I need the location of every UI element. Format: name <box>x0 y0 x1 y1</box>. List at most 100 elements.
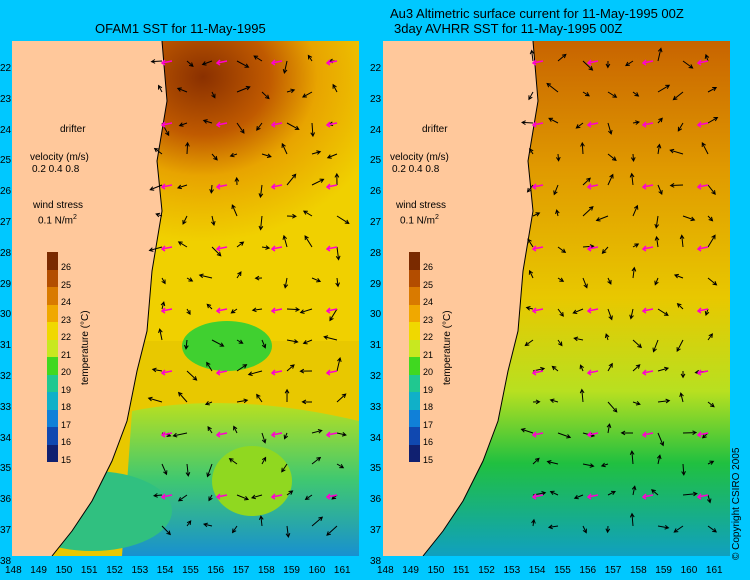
wind-stress-arrow <box>696 59 709 66</box>
current-arrow <box>153 147 163 155</box>
current-arrow <box>253 55 263 62</box>
current-arrow <box>676 302 684 310</box>
wind-title-right: wind stress <box>396 200 447 211</box>
drifter-label-left: drifter <box>60 124 86 135</box>
current-arrow <box>682 215 696 222</box>
colorbar-tick-label: 22 <box>61 332 72 342</box>
colorbar-swatch <box>47 409 58 427</box>
current-arrow <box>323 335 338 341</box>
latitude-label: 38 <box>370 555 382 567</box>
longitude-label: 160 <box>680 565 698 576</box>
latitude-label: 30 <box>0 309 12 321</box>
current-arrow <box>281 142 288 155</box>
current-arrow <box>182 215 188 225</box>
current-arrow <box>176 87 188 93</box>
colorbar-tick-label: 25 <box>423 279 434 290</box>
current-arrow <box>548 117 559 124</box>
longitude-label: 160 <box>308 565 326 576</box>
current-arrow <box>547 524 559 530</box>
colorbar-tick-label: 24 <box>423 297 434 307</box>
current-arrow <box>551 365 559 372</box>
wind-stress-arrow <box>696 369 709 376</box>
current-arrow <box>629 512 635 527</box>
wind-stress-arrow <box>160 59 173 66</box>
latitude-label: 34 <box>0 432 12 444</box>
current-arrow <box>526 184 534 193</box>
colorbar-swatch <box>47 252 58 270</box>
current-arrow <box>236 339 244 344</box>
wind-stress-arrow <box>215 369 228 376</box>
colorbar-tick-label: 26 <box>61 262 72 272</box>
colorbar-tick-label: 17 <box>61 419 72 430</box>
wind-stress-arrow <box>641 369 654 376</box>
wind-stress-arrow <box>641 431 654 438</box>
current-arrow <box>682 430 698 436</box>
wind-stress-arrow <box>641 245 654 252</box>
current-arrow <box>185 141 190 155</box>
colorbar-tick-label: 24 <box>61 297 72 307</box>
current-arrow <box>707 525 718 533</box>
current-arrow <box>529 148 534 155</box>
wind-stress-arrow <box>641 183 654 190</box>
wind-stress-arrow <box>160 245 173 252</box>
current-arrow <box>557 432 572 439</box>
latitude-label: 28 <box>0 247 12 259</box>
latitude-label: 29 <box>370 278 382 290</box>
current-arrow <box>669 148 684 155</box>
longitude-label: 157 <box>232 565 250 576</box>
longitude-label: 158 <box>258 565 275 576</box>
colorbar-tick-label: 17 <box>423 419 434 430</box>
current-arrow <box>206 463 213 478</box>
current-arrow <box>676 339 684 353</box>
current-arrow <box>656 143 662 155</box>
current-arrow <box>707 460 715 465</box>
colorbar-swatch <box>47 444 58 462</box>
right-avhrr-map[interactable] <box>383 41 730 556</box>
current-arrow <box>630 153 636 162</box>
current-arrow <box>202 522 213 528</box>
current-arrow <box>286 364 295 372</box>
current-arrow <box>284 388 290 403</box>
longitude-label: 153 <box>503 565 521 576</box>
wind-stress-arrow <box>531 493 544 500</box>
current-arrow <box>669 183 684 188</box>
current-arrow <box>236 60 250 68</box>
current-arrow <box>600 462 609 468</box>
current-arrow <box>652 339 659 353</box>
colorbar-swatch <box>409 304 420 322</box>
current-arrow <box>555 209 560 217</box>
current-arrow <box>582 277 588 289</box>
latitude-label: 37 <box>370 525 382 536</box>
latitude-label: 34 <box>370 432 382 444</box>
current-arrow <box>704 308 710 316</box>
current-arrow <box>158 328 163 341</box>
wind-stress-arrow <box>325 369 338 376</box>
current-arrow <box>527 238 534 248</box>
colorbar-tick-label: 20 <box>61 367 72 377</box>
wind-stress-arrow <box>270 121 283 128</box>
wind-stress-arrow <box>325 183 338 190</box>
current-arrow <box>682 60 694 69</box>
current-arrow <box>657 308 669 316</box>
current-arrow <box>204 401 213 406</box>
current-arrow <box>572 308 584 314</box>
colorbar-swatch <box>409 339 420 357</box>
current-arrow <box>186 277 194 282</box>
current-arrow <box>654 277 659 286</box>
wind-stress-arrow <box>586 121 599 128</box>
colorbar-tick-label: 19 <box>423 384 434 395</box>
colorbar-swatch <box>409 392 420 410</box>
current-arrow <box>335 277 340 288</box>
current-arrow <box>579 388 585 403</box>
current-arrow <box>632 204 639 217</box>
wind-stress-arrow <box>160 121 173 128</box>
copyright-text: © Copyright CSIRO 2005 <box>731 447 742 560</box>
current-arrow <box>161 525 171 536</box>
colorbar-title-left: temperature (°C) <box>80 310 91 385</box>
current-arrow <box>236 271 242 279</box>
colorbar-tick-label: 18 <box>61 402 72 412</box>
wind-stress-arrow <box>531 307 544 314</box>
wind-stress-arrow <box>641 121 654 128</box>
colorbar-swatch <box>47 287 58 305</box>
wind-stress-arrow <box>160 431 173 438</box>
